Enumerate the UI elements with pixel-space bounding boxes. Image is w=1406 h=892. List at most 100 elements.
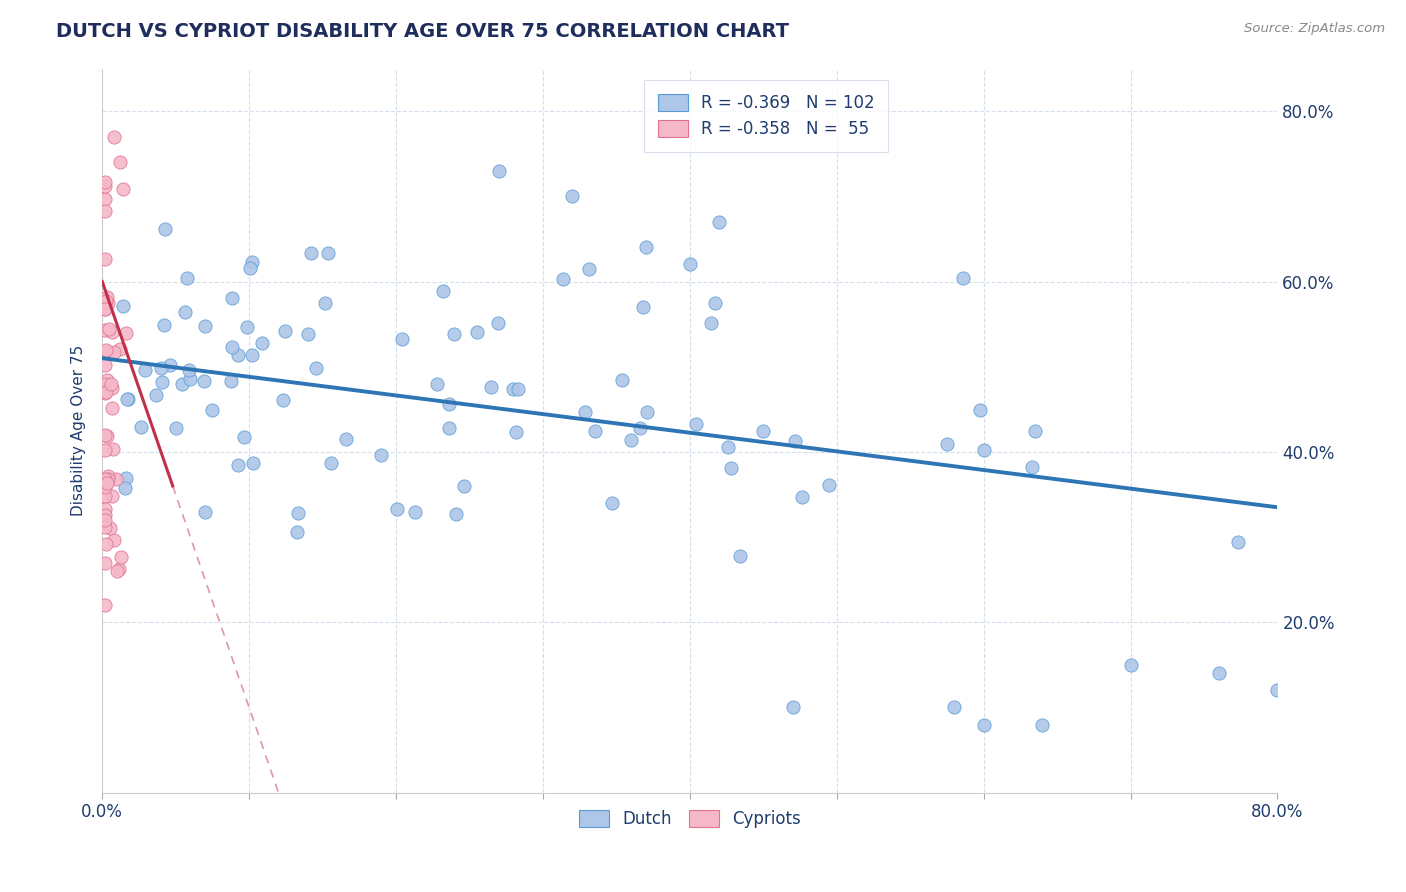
Legend: Dutch, Cypriots: Dutch, Cypriots <box>572 804 807 835</box>
Point <box>782 700 804 714</box>
Point <box>170 376 193 391</box>
Point <box>443 326 465 341</box>
Point <box>94 472 117 486</box>
Point <box>94 175 117 189</box>
Point <box>335 432 357 446</box>
Point <box>636 405 658 419</box>
Point <box>221 340 243 354</box>
Point <box>239 260 262 275</box>
Point <box>790 490 813 504</box>
Point <box>115 471 138 485</box>
Point <box>94 179 117 194</box>
Point <box>94 323 117 337</box>
Point <box>94 297 117 311</box>
Point <box>94 480 117 494</box>
Point <box>453 479 475 493</box>
Point <box>404 505 426 519</box>
Point <box>426 377 449 392</box>
Point <box>233 430 256 444</box>
Point <box>728 549 751 563</box>
Point <box>96 344 118 359</box>
Point <box>486 316 509 330</box>
Point <box>94 301 117 316</box>
Point <box>700 316 723 330</box>
Point <box>103 442 125 456</box>
Point <box>952 271 974 285</box>
Point <box>465 325 488 339</box>
Point <box>94 302 117 317</box>
Point <box>134 362 156 376</box>
Point <box>96 343 118 357</box>
Point <box>104 472 127 486</box>
Point <box>287 506 309 520</box>
Point <box>117 392 139 407</box>
Point <box>226 348 249 362</box>
Point <box>370 448 392 462</box>
Point <box>634 240 657 254</box>
Point <box>150 375 173 389</box>
Point <box>973 443 995 458</box>
Point <box>783 434 806 449</box>
Point <box>96 475 118 490</box>
Point <box>561 189 583 203</box>
Point <box>94 385 117 400</box>
Point <box>583 424 606 438</box>
Point <box>105 564 128 578</box>
Point <box>274 324 297 338</box>
Point <box>1208 666 1230 681</box>
Point <box>153 318 176 333</box>
Point <box>101 489 124 503</box>
Point <box>94 599 117 613</box>
Point <box>145 388 167 402</box>
Point <box>717 440 740 454</box>
Point <box>479 380 502 394</box>
Point <box>100 401 122 415</box>
Point <box>97 321 120 335</box>
Point <box>299 245 322 260</box>
Point <box>219 374 242 388</box>
Point <box>94 359 117 373</box>
Point <box>112 182 135 196</box>
Point <box>619 433 641 447</box>
Point <box>165 420 187 434</box>
Point <box>1021 460 1043 475</box>
Point <box>114 481 136 495</box>
Point <box>943 700 966 714</box>
Point <box>551 272 574 286</box>
Point <box>221 291 243 305</box>
Point <box>685 417 707 432</box>
Point <box>94 294 117 309</box>
Point <box>305 360 328 375</box>
Point <box>103 129 125 144</box>
Point <box>1119 657 1142 672</box>
Point <box>94 520 117 534</box>
Point <box>97 469 120 483</box>
Point <box>488 163 510 178</box>
Point <box>446 508 468 522</box>
Text: Source: ZipAtlas.com: Source: ZipAtlas.com <box>1244 22 1385 36</box>
Point <box>94 556 117 570</box>
Point <box>94 442 117 457</box>
Point <box>574 404 596 418</box>
Point <box>973 717 995 731</box>
Point <box>319 456 342 470</box>
Point <box>602 496 624 510</box>
Point <box>150 360 173 375</box>
Point <box>193 374 215 388</box>
Point <box>110 549 132 564</box>
Point <box>98 521 121 535</box>
Point <box>226 458 249 473</box>
Point <box>103 533 125 547</box>
Point <box>679 257 702 271</box>
Point <box>115 392 138 407</box>
Point <box>111 299 134 313</box>
Point <box>101 381 124 395</box>
Point <box>94 502 117 516</box>
Point <box>96 429 118 443</box>
Point <box>314 296 336 310</box>
Point <box>297 326 319 341</box>
Point <box>94 508 117 522</box>
Point <box>242 456 264 470</box>
Point <box>194 504 217 518</box>
Point <box>103 344 125 359</box>
